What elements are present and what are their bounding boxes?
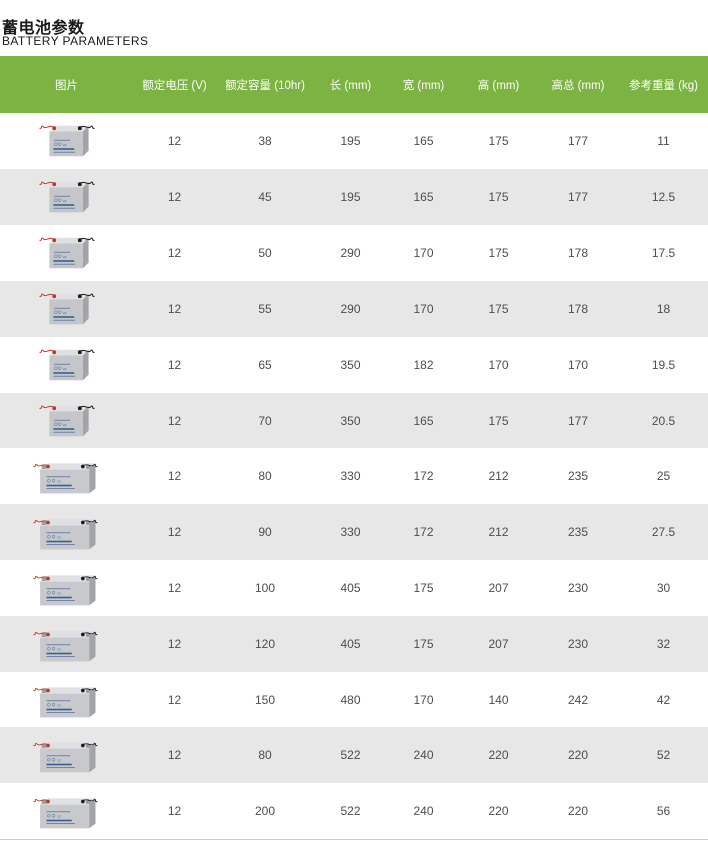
svg-text:CE: CE [57, 536, 61, 539]
svg-text:CE: CE [63, 423, 67, 426]
svg-text:CE: CE [57, 815, 61, 818]
svg-text:CE: CE [63, 144, 67, 147]
svg-text:CE: CE [63, 312, 67, 315]
svg-text:CE: CE [57, 759, 61, 762]
svg-text:CE: CE [57, 704, 61, 707]
svg-text:CE: CE [57, 648, 61, 651]
svg-text:CE: CE [63, 256, 67, 259]
svg-text:CE: CE [63, 200, 67, 203]
svg-text:CE: CE [57, 592, 61, 595]
svg-text:CE: CE [63, 368, 67, 371]
svg-text:CE: CE [57, 480, 61, 483]
